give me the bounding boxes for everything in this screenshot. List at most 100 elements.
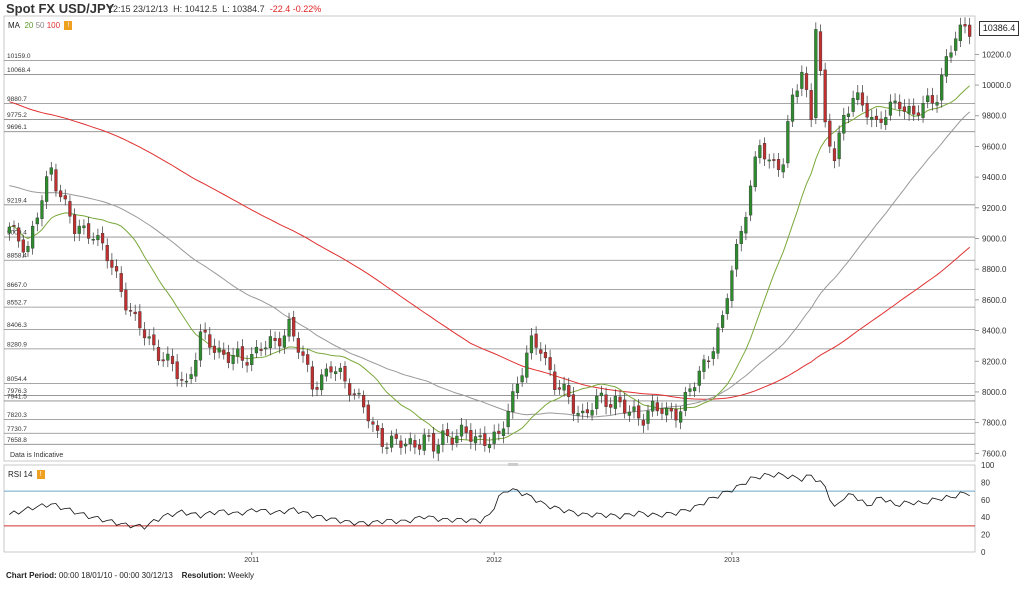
candle-body xyxy=(879,118,883,123)
candle-body xyxy=(245,362,249,366)
level-label: 7658.8 xyxy=(7,437,27,444)
quote-change: -22.4 xyxy=(269,4,291,14)
level-label: 7976.3 xyxy=(7,388,27,395)
candle-body xyxy=(282,335,286,348)
candle-body xyxy=(557,387,562,390)
candle-body xyxy=(329,366,333,373)
candle-body xyxy=(725,298,729,314)
ma-settings-icon[interactable]: ! xyxy=(64,21,73,31)
candle-body xyxy=(940,74,944,101)
candle-body xyxy=(389,435,394,448)
candle-body xyxy=(114,266,119,272)
candle-body xyxy=(492,431,496,444)
candle-body xyxy=(753,156,757,188)
level-label: 9219.4 xyxy=(7,197,27,204)
candle-body xyxy=(623,399,627,414)
candle-body xyxy=(954,38,958,51)
candle-body xyxy=(688,388,692,392)
candle-body xyxy=(800,71,804,89)
rsi-tick-label: 100 xyxy=(981,461,995,470)
candle-body xyxy=(585,409,590,414)
quote-bar: 12:15 23/12/13 H: 10412.5 L: 10384.7 -22… xyxy=(108,4,321,14)
candle-body xyxy=(809,90,813,121)
rsi-tick-label: 0 xyxy=(981,548,986,557)
candle-body xyxy=(627,411,631,416)
price-tick-label: 10200.0 xyxy=(982,50,1011,59)
candle-body xyxy=(40,200,44,219)
candle-body xyxy=(553,371,557,390)
candle-body xyxy=(520,375,524,383)
candle-body xyxy=(35,217,39,225)
candle-body xyxy=(161,359,165,362)
candle-body xyxy=(31,225,35,249)
rsi-legend: RSI 14 ! xyxy=(8,470,45,480)
candle-body xyxy=(926,95,930,103)
ma50-line xyxy=(9,111,971,418)
candle-body xyxy=(781,164,785,173)
candle-body xyxy=(352,393,356,395)
candle-body xyxy=(902,106,907,112)
candle-body xyxy=(711,351,715,359)
candle-body xyxy=(250,354,254,366)
candle-body xyxy=(152,334,156,346)
candle-body xyxy=(706,360,711,363)
candle-body xyxy=(539,349,543,354)
level-label: 9696.1 xyxy=(7,124,27,131)
candle-body xyxy=(935,102,939,106)
level-label: 8280.9 xyxy=(7,341,27,348)
ma-100-label: 100 xyxy=(46,21,61,30)
candle-body xyxy=(846,113,851,117)
level-label: 8406.3 xyxy=(7,322,27,329)
level-label: 10159.0 xyxy=(7,53,31,60)
candle-body xyxy=(427,435,431,437)
candle-body xyxy=(231,355,235,364)
quote-high: H: 10412.5 xyxy=(173,4,218,14)
candle-body xyxy=(175,361,179,380)
candle-body xyxy=(86,223,91,239)
ma-20-label: 20 xyxy=(24,21,34,30)
candle-body xyxy=(376,425,380,431)
price-tick-label: 8800.0 xyxy=(982,265,1007,274)
rsi-tick-label: 20 xyxy=(981,531,990,540)
candle-body xyxy=(287,319,291,337)
candle-body xyxy=(133,311,137,315)
panel-splitter-handle xyxy=(508,463,518,466)
candle-body xyxy=(599,392,603,397)
candle-body xyxy=(818,31,823,71)
candle-body xyxy=(431,433,436,452)
candle-body xyxy=(96,235,100,241)
price-tick-label: 9200.0 xyxy=(982,204,1007,213)
ma-50-label: 50 xyxy=(35,21,45,30)
candle-body xyxy=(767,159,771,162)
candle-body xyxy=(921,103,925,118)
candle-body xyxy=(357,392,361,395)
price-tick-label: 7600.0 xyxy=(982,449,1007,458)
rsi-settings-icon[interactable]: ! xyxy=(36,470,45,480)
rsi-tick-label: 40 xyxy=(981,513,990,522)
level-label: 10068.4 xyxy=(7,67,31,74)
candle-body xyxy=(394,434,398,439)
candle-body xyxy=(618,396,622,403)
candle-body xyxy=(343,366,347,382)
quote-change-pct: -0.22% xyxy=(292,4,322,14)
candle-body xyxy=(679,411,683,423)
candle-body xyxy=(968,24,972,37)
candle-body xyxy=(865,103,869,118)
price-tick-label: 8200.0 xyxy=(982,357,1007,366)
candle-body xyxy=(916,112,920,116)
candle-body xyxy=(403,443,408,447)
candle-body xyxy=(790,94,795,122)
candle-body xyxy=(324,368,328,377)
candle-body xyxy=(543,351,548,359)
resolution-value: Weekly xyxy=(227,571,254,580)
candle-body xyxy=(170,355,175,365)
candle-body xyxy=(473,436,478,444)
level-label: 7730.7 xyxy=(7,426,27,433)
candle-body xyxy=(124,289,128,311)
candle-body xyxy=(870,117,874,120)
candle-body xyxy=(669,408,673,412)
candle-body xyxy=(138,311,142,329)
price-tick-label: 7800.0 xyxy=(982,419,1007,428)
rsi-tick-label: 60 xyxy=(981,496,990,505)
